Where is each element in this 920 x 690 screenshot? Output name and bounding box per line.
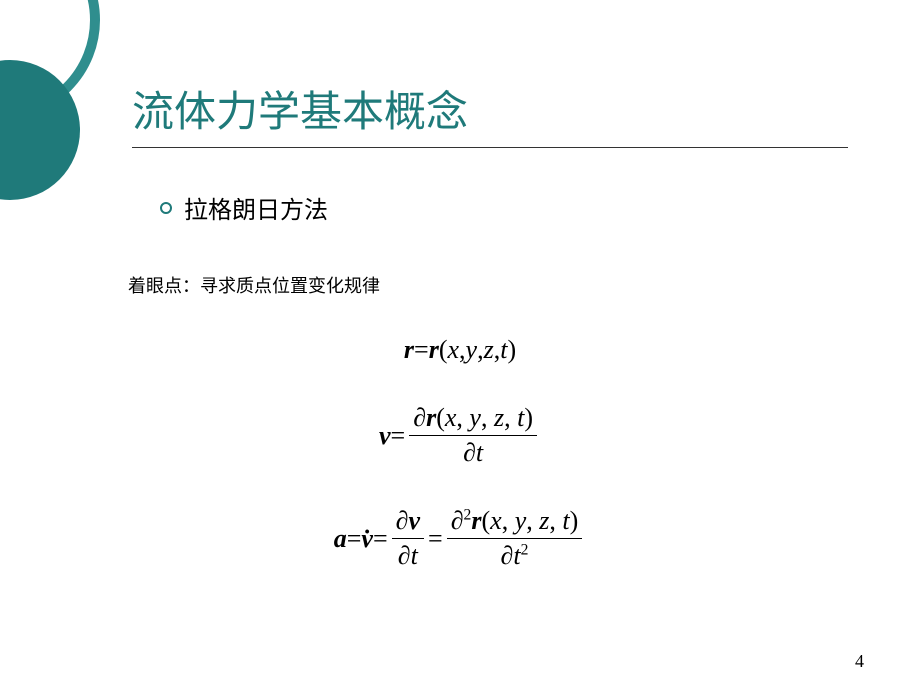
bullet-label: 拉格朗日方法 [184,190,328,225]
bullet-circle-icon [160,202,172,214]
denominator: ∂t [392,538,424,571]
title-block: 流体力学基本概念 [132,78,848,148]
equation-velocity: v = ∂r(x, y, z, t) ∂t [379,403,541,468]
sym-y: y [515,506,527,535]
sym-y: y [469,403,481,432]
sym-v: v [379,421,391,451]
fraction: ∂2r(x, y, z, t) ∂t2 [447,506,583,571]
sym-close: ) [524,403,533,432]
equations-block: r = r ( x , y , z , t ) v = ∂r(x, y, z, … [0,335,920,571]
numerator: ∂2r(x, y, z, t) [447,506,583,538]
focus-prefix: 着眼点： [128,276,200,296]
focus-text: 寻求质点位置变化规律 [200,276,380,296]
sym-a: a [334,524,347,554]
sym-eq: = [414,335,429,365]
fraction: ∂r(x, y, z, t) ∂t [409,403,537,468]
sym-partial: ∂ [501,541,514,570]
sym-partial: ∂ [396,506,409,535]
denominator: ∂t2 [447,538,583,571]
sym-comma: , [526,506,539,535]
sym-x: x [447,335,459,365]
equation-acceleration: a = v̇ = ∂v ∂t = ∂2r(x, y, z, t) ∂t2 [334,506,587,571]
sym-partial: ∂ [413,403,426,432]
sym-r: r [471,506,481,535]
sym-r: r [426,403,436,432]
sym-partial: ∂ [463,438,476,467]
sym-comma: , [456,403,469,432]
sym-comma: , [502,506,515,535]
sym-partial: ∂ [398,541,411,570]
sym-t: t [476,438,483,467]
sym-z: z [494,403,504,432]
denominator: ∂t [409,435,537,468]
numerator: ∂v [392,506,424,538]
slide-title: 流体力学基本概念 [132,78,848,148]
sym-open: ( [481,506,490,535]
sym-comma: , [504,403,517,432]
sym-partial: ∂ [451,506,464,535]
sym-z: z [539,506,549,535]
sym-comma: , [481,403,494,432]
sym-eq: = [373,524,388,554]
sym-y: y [466,335,478,365]
focus-line: 着眼点：寻求质点位置变化规律 [128,272,380,298]
sym-sup-2: 2 [521,541,529,558]
sym-eq: = [428,524,443,554]
sym-t: t [411,541,418,570]
fraction: ∂v ∂t [392,506,424,571]
sym-eq: = [347,524,362,554]
sym-z: z [484,335,494,365]
page-number: 4 [855,651,864,672]
sym-close: ) [570,506,579,535]
sym-t: t [562,506,569,535]
corner-decoration [0,0,120,230]
equation-position: r = r ( x , y , z , t ) [404,335,516,365]
sym-x: x [490,506,502,535]
bullet-row: 拉格朗日方法 [160,190,328,225]
sym-x: x [445,403,457,432]
sym-comma: , [549,506,562,535]
sym-eq: = [391,421,406,451]
sym-t: t [500,335,507,365]
sym-r: r [429,335,439,365]
sym-v: v [408,506,420,535]
sym-r: r [404,335,414,365]
sym-vdot: v̇ [361,524,373,554]
numerator: ∂r(x, y, z, t) [409,403,537,435]
sym-close: ) [507,335,516,365]
sym-open: ( [436,403,445,432]
sym-t: t [513,541,520,570]
